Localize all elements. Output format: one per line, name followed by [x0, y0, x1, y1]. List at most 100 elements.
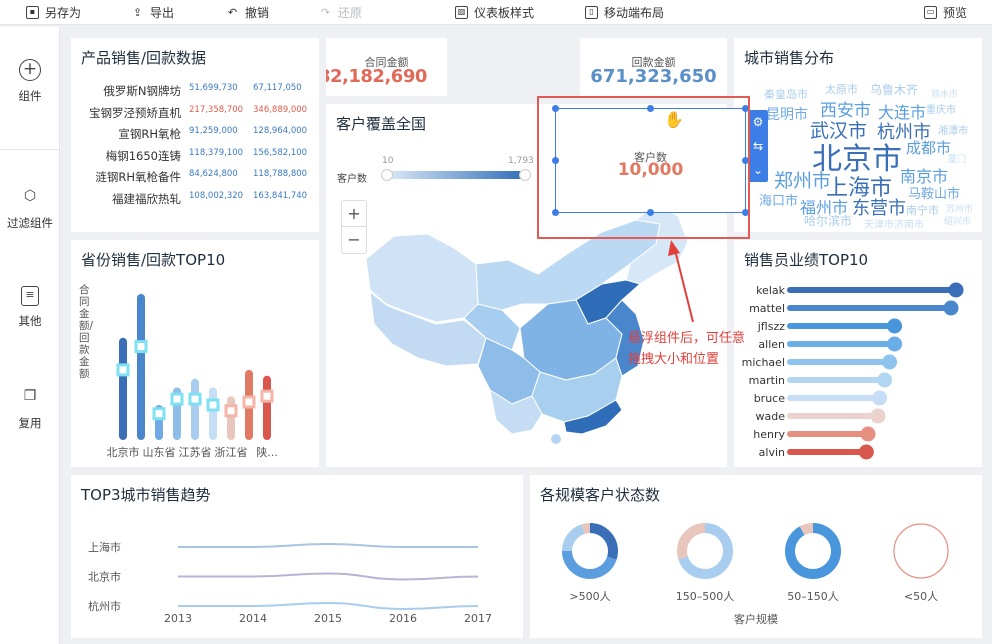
- bar-end-dot[interactable]: [858, 444, 874, 460]
- bar[interactable]: [137, 294, 145, 440]
- bar-marker[interactable]: [152, 407, 166, 421]
- map-region-south[interactable]: [531, 357, 623, 423]
- donut-slice[interactable]: [562, 523, 618, 579]
- city-trend-card[interactable]: TOP3城市销售趋势 上海市 北京市 杭州市 2013 2014 2015 2016 2017: [71, 475, 523, 638]
- bar-marker[interactable]: [224, 404, 238, 418]
- sidebar-item-other[interactable]: ≡ 其他: [18, 286, 42, 328]
- redo-button[interactable]: ↷ 还原: [320, 5, 363, 20]
- bar-end-dot[interactable]: [870, 408, 886, 424]
- bar-end-dot[interactable]: [943, 300, 959, 316]
- bar-end-dot[interactable]: [872, 390, 888, 406]
- map-region-tibet[interactable]: [369, 290, 487, 367]
- cloud-word: 海口市: [759, 194, 799, 209]
- legend-handle-min[interactable]: [381, 169, 393, 181]
- bar-end-dot[interactable]: [887, 336, 903, 352]
- province-bar-chart[interactable]: 北京市 山东省 江苏省 浙江省 陕...: [71, 240, 319, 467]
- resize-handle-w[interactable]: [552, 157, 559, 164]
- undo-button[interactable]: ↶ 撤销: [227, 5, 270, 20]
- resize-handle-ne[interactable]: [742, 105, 749, 112]
- bar-marker[interactable]: [170, 392, 184, 406]
- product-payment-value: 67,117,050: [253, 83, 302, 93]
- bar[interactable]: [227, 396, 235, 440]
- map-zoom-control: + −: [341, 200, 367, 254]
- donut-slice[interactable]: [785, 523, 841, 579]
- cloud-word: 乌鲁木齐: [870, 83, 919, 97]
- bar-end-dot[interactable]: [877, 372, 893, 388]
- city-sales-cloud-card[interactable]: 城市销售分布 秦皇岛市 太原市 乌鲁木齐 丽水市 西安市 大连市 重庆市 昆明市 武汉市 杭州市湘…: [734, 38, 982, 232]
- save-icon: ▪: [26, 5, 39, 19]
- map-legend-slider[interactable]: [386, 171, 526, 179]
- widget-toolbar: ⚙ ⇆ ⌄: [748, 110, 768, 182]
- preview-button[interactable]: ▭ 预览: [924, 4, 967, 20]
- dashboard-style-button[interactable]: ▨ 仪表板样式: [455, 4, 534, 20]
- map-region-northeast[interactable]: [625, 203, 689, 285]
- bar-end-dot[interactable]: [948, 282, 964, 298]
- bar[interactable]: [209, 387, 217, 440]
- settings-icon[interactable]: ⚙: [752, 115, 764, 129]
- resize-handle-s[interactable]: [647, 209, 654, 216]
- map-region-hainan[interactable]: [551, 434, 561, 444]
- mobile-layout-button[interactable]: ▯ 移动端布局: [585, 4, 664, 20]
- sidebar-item-filter[interactable]: ⬡ 过滤组件: [7, 188, 53, 230]
- bar-end-dot[interactable]: [882, 354, 898, 370]
- series-line[interactable]: [178, 543, 478, 548]
- bar-marker[interactable]: [206, 398, 220, 412]
- zoom-in-button[interactable]: +: [342, 201, 366, 227]
- save-as-button[interactable]: ▪ 另存为: [26, 4, 81, 20]
- bar-end-dot[interactable]: [860, 426, 876, 442]
- map-region-east[interactable]: [605, 299, 645, 377]
- payment-amount-card[interactable]: 回款金额 671,323,650: [580, 38, 727, 96]
- bar[interactable]: [119, 337, 127, 440]
- product-sales-value: 217,358,700: [189, 104, 244, 115]
- bar[interactable]: [263, 375, 271, 440]
- bar-marker[interactable]: [116, 363, 130, 377]
- resize-handle-n[interactable]: [647, 105, 654, 112]
- resize-handle-se[interactable]: [742, 209, 749, 216]
- series-line[interactable]: [178, 602, 479, 610]
- cloud-word: 成都市: [906, 139, 952, 157]
- sidebar-item-component[interactable]: + 组件: [18, 59, 42, 103]
- donut-slice[interactable]: [562, 523, 618, 579]
- bar-marker[interactable]: [242, 395, 256, 409]
- chevron-down-icon[interactable]: ⌄: [752, 163, 764, 177]
- map-region-guangdong[interactable]: [563, 399, 623, 435]
- cloud-word: 郑州市: [774, 170, 832, 192]
- bar-marker[interactable]: [188, 392, 202, 406]
- customer-scale-card[interactable]: 各规模客户状态数 客户规模 >500人 150–500人 50–150人 <50人: [530, 475, 982, 638]
- cloud-word: 上海市: [826, 176, 893, 201]
- export-button[interactable]: ⇪ 导出: [132, 5, 175, 20]
- bar-marker[interactable]: [260, 389, 274, 403]
- resize-handle-e[interactable]: [742, 157, 749, 164]
- donut-charts[interactable]: >500人 150–500人 50–150人 <50人: [530, 475, 982, 638]
- customer-coverage-map-card[interactable]: 客户覆盖全国 客户数 10 1,793 + −: [326, 104, 727, 467]
- floating-customer-count-widget[interactable]: 客户数 10,000: [555, 108, 746, 213]
- product-sales-value: 108,002,320: [189, 190, 244, 201]
- card-title: 城市销售分布: [744, 49, 835, 67]
- donut-slice[interactable]: [893, 523, 949, 579]
- province-top10-card[interactable]: 省份销售/回款TOP10 合同金额/回款金额 北京市 山东省 江苏省 浙江省 陕...: [71, 240, 319, 467]
- china-map[interactable]: [326, 104, 727, 467]
- resize-handle-sw[interactable]: [552, 209, 559, 216]
- tick-label: 2015: [314, 612, 342, 625]
- salesman-bar-chart[interactable]: kelak mattel jflszz allen michael martin bruce…: [734, 240, 982, 467]
- plus-circle-icon: +: [19, 59, 41, 81]
- bar[interactable]: [191, 378, 199, 440]
- donut-slice[interactable]: [785, 523, 841, 579]
- switch-icon[interactable]: ⇆: [752, 139, 764, 153]
- bar-marker[interactable]: [134, 340, 148, 354]
- product-sales-card[interactable]: 产品销售/回款数据 俄罗斯N钢牌坊 51,699,730 67,117,050 宝钢罗…: [71, 38, 319, 232]
- map-region-yunnan[interactable]: [489, 388, 543, 435]
- series-label: 北京市: [88, 570, 121, 584]
- zoom-out-button[interactable]: −: [347, 230, 361, 249]
- bar-end-dot[interactable]: [887, 318, 903, 334]
- salesman-top10-card[interactable]: 销售员业绩TOP10 kelak mattel jflszz allen michael…: [734, 240, 982, 467]
- donut-slice[interactable]: [677, 523, 733, 579]
- contract-amount-card[interactable]: 合同金额 82,182,690: [326, 38, 447, 96]
- cloud-word: 丽水市: [931, 90, 959, 100]
- legend-handle-max[interactable]: [519, 169, 531, 181]
- sidebar-item-reuse[interactable]: ❐ 复用: [18, 388, 42, 430]
- resize-handle-nw[interactable]: [552, 105, 559, 112]
- series-line[interactable]: [178, 572, 479, 581]
- tick-label: 2013: [164, 612, 192, 625]
